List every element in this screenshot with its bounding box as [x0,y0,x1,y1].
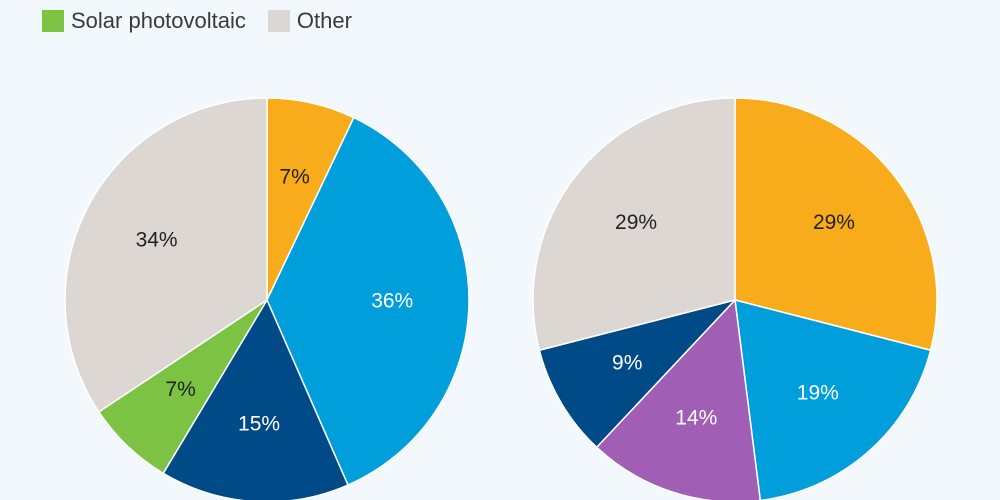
legend: Solar photovoltaic Other [42,8,374,34]
pie-2-slice-3-label: 14% [675,407,717,430]
pie-1-slice-5-label: 34% [136,228,178,251]
pie-2-slice-2 [734,298,932,500]
pie-2-slice-4 [538,298,738,449]
legend-item-solar: Solar photovoltaic [42,8,246,34]
pie-1-slice-1-label: 7% [279,165,309,188]
pie-2-slice-5 [532,97,736,352]
pie-1-slice-4-label: 7% [165,378,195,401]
pie-1-slice-5 [64,97,268,413]
pie-2-slice-1-label: 29% [813,211,855,234]
pie-chart-1: 7% 36% 15% 7% 34% [64,97,470,500]
pie-2-slice-5-label: 29% [615,211,657,234]
pie-1-slice-3-label: 15% [238,413,280,436]
legend-label-solar: Solar photovoltaic [71,8,246,33]
legend-item-other: Other [267,8,352,34]
pie-2-slice-1 [734,97,938,352]
pie-2-slice-2-label: 19% [797,381,839,404]
pie-2-slice-3 [595,298,762,500]
legend-label-other: Other [296,8,352,33]
pie-1-slice-2-label: 36% [371,290,413,313]
pie-chart-2: 29% 19% 14% 9% 29% [532,97,938,500]
pie-1-slice-3 [162,298,349,500]
legend-swatch-other [267,10,290,32]
pie-2-slice-4-label: 9% [612,351,642,374]
legend-swatch-solar [42,10,64,32]
pie-1-slice-2 [266,116,470,487]
